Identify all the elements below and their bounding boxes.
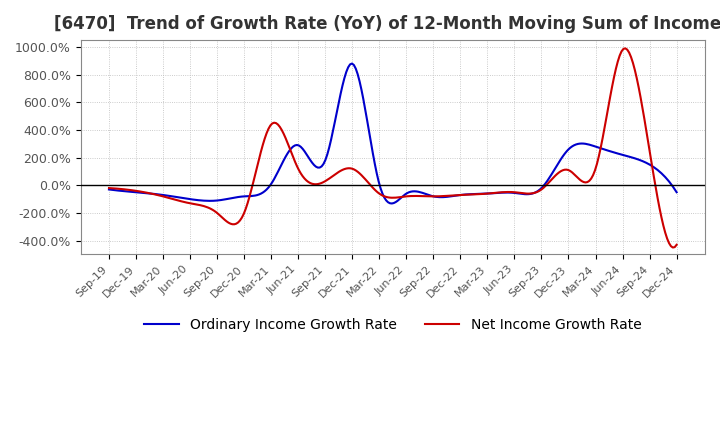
Ordinary Income Growth Rate — [107, 187, 115, 192]
Net Income Growth Rate — [583, 180, 592, 185]
Net Income Growth Rate — [443, 193, 451, 198]
Net Income Growth Rate — [441, 193, 449, 198]
Net Income Growth Rate — [672, 242, 681, 247]
Legend: Ordinary Income Growth Rate, Net Income Growth Rate: Ordinary Income Growth Rate, Net Income … — [139, 312, 647, 337]
Ordinary Income Growth Rate — [348, 61, 356, 66]
Line: Net Income Growth Rate: Net Income Growth Rate — [109, 48, 677, 248]
Net Income Growth Rate — [104, 185, 113, 191]
Net Income Growth Rate — [621, 46, 630, 51]
Ordinary Income Growth Rate — [456, 192, 464, 198]
Net Income Growth Rate — [107, 186, 115, 191]
Net Income Growth Rate — [619, 46, 628, 51]
Ordinary Income Growth Rate — [623, 154, 631, 159]
Ordinary Income Growth Rate — [444, 194, 453, 199]
Ordinary Income Growth Rate — [587, 143, 595, 148]
Title: [6470]  Trend of Growth Rate (YoY) of 12-Month Moving Sum of Incomes: [6470] Trend of Growth Rate (YoY) of 12-… — [54, 15, 720, 33]
Net Income Growth Rate — [668, 245, 677, 250]
Ordinary Income Growth Rate — [387, 201, 396, 206]
Net Income Growth Rate — [452, 193, 461, 198]
Ordinary Income Growth Rate — [104, 187, 113, 192]
Ordinary Income Growth Rate — [446, 194, 455, 199]
Ordinary Income Growth Rate — [672, 190, 681, 195]
Line: Ordinary Income Growth Rate: Ordinary Income Growth Rate — [109, 63, 677, 203]
